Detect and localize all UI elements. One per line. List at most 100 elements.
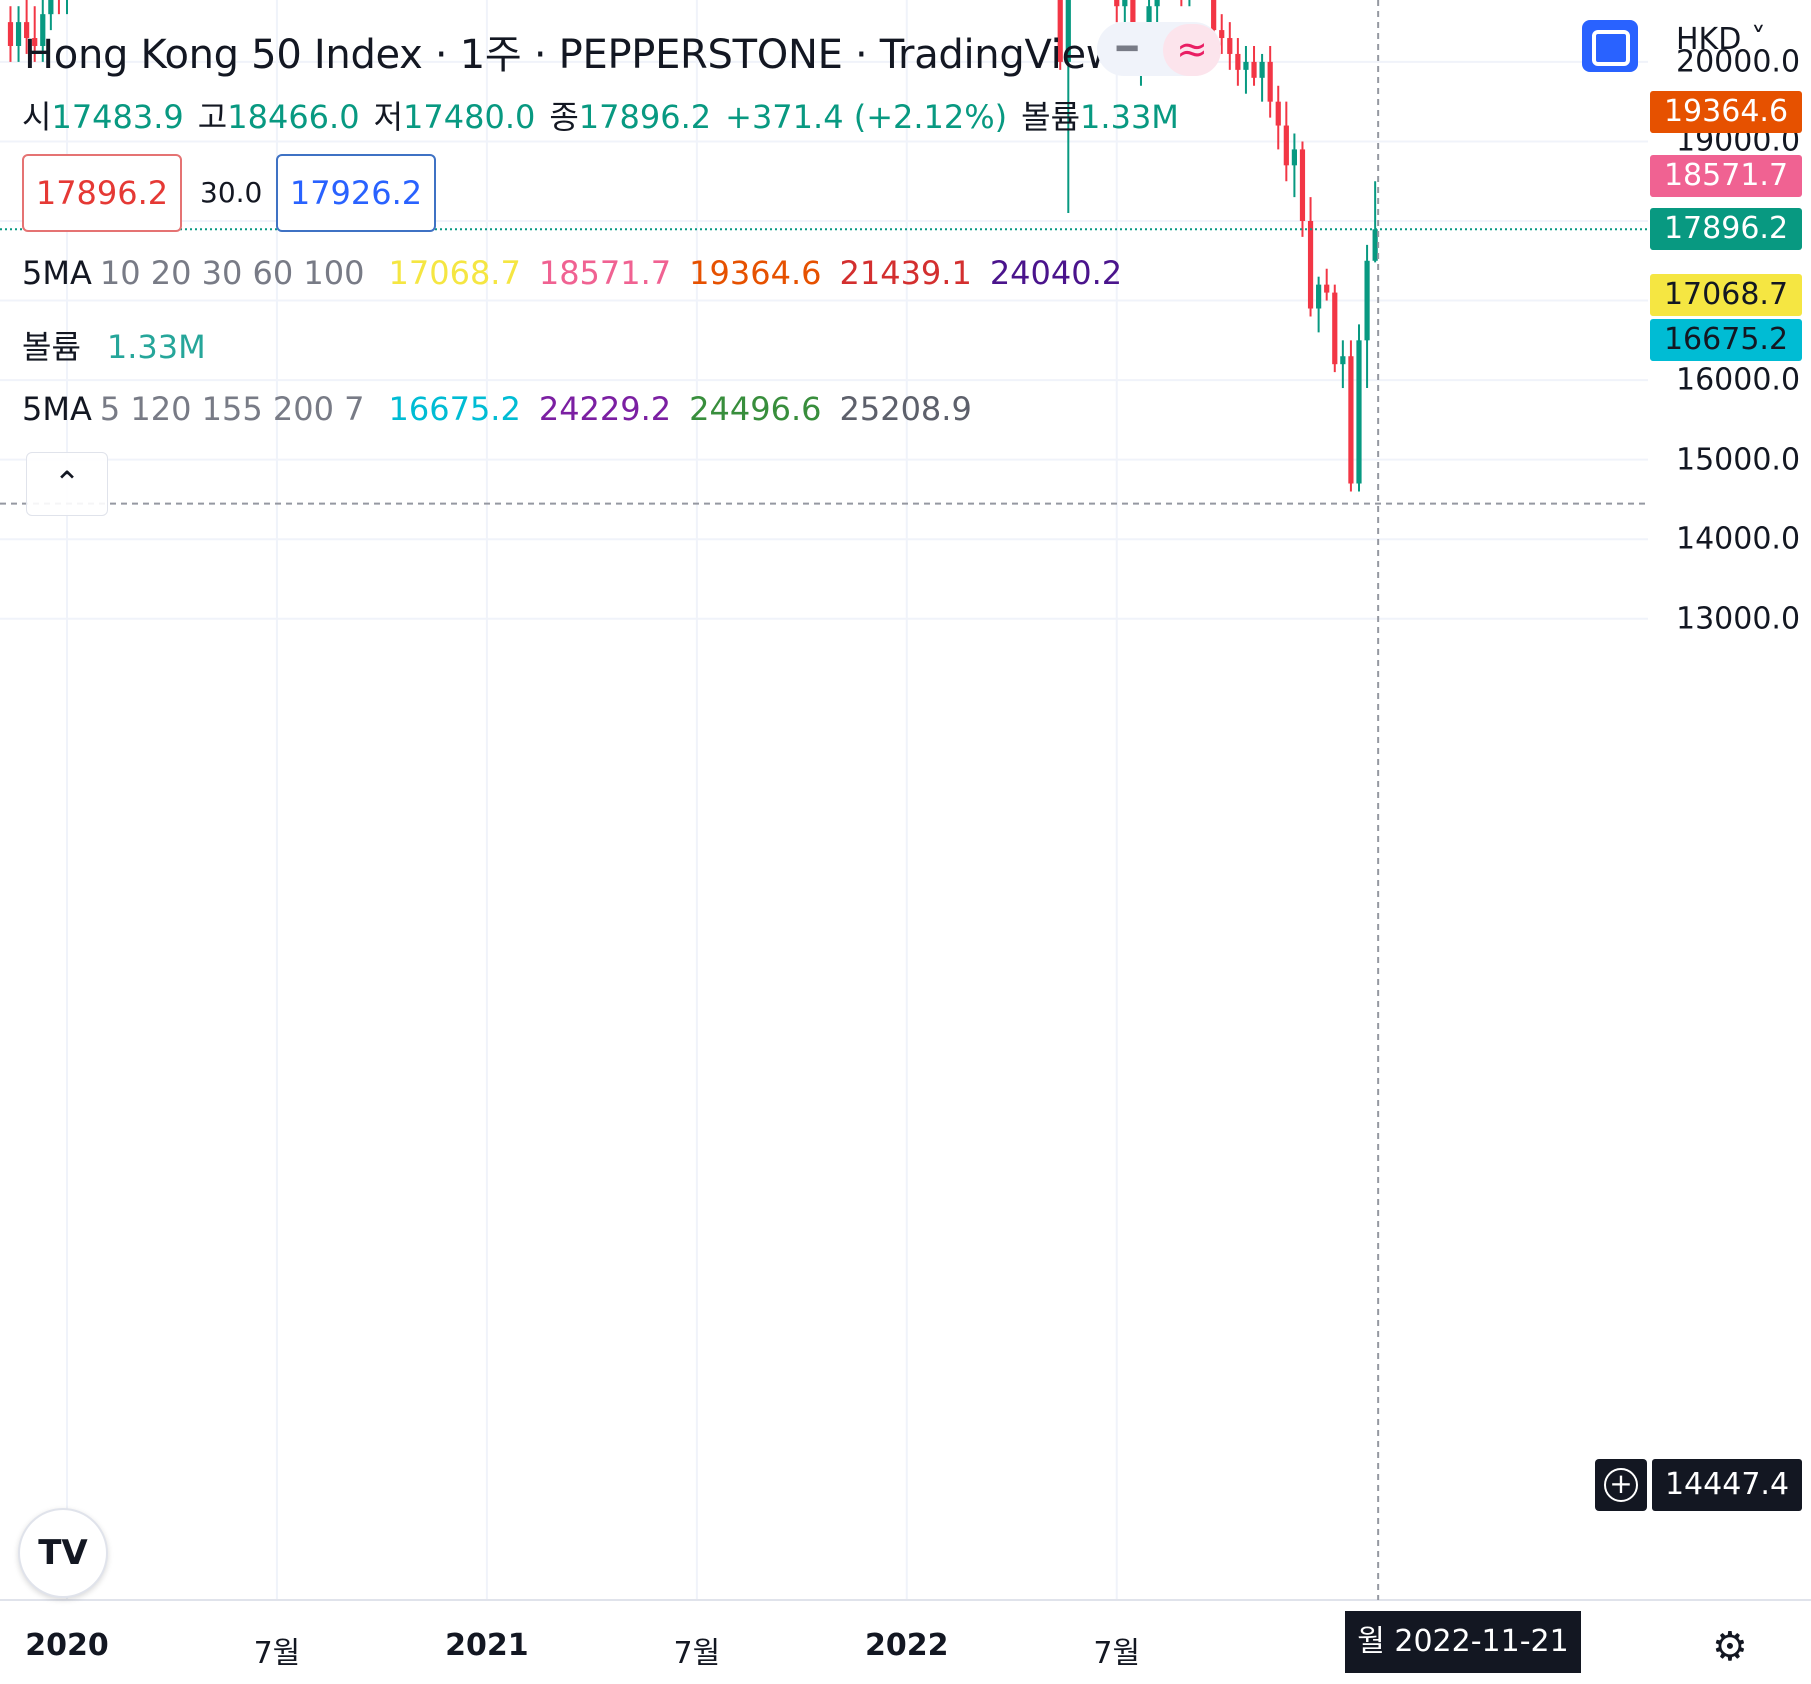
ohlc-value: 17483.9	[51, 98, 184, 136]
indicator-name: 볼륨	[22, 328, 81, 366]
ohlc-value: +371.4 (+2.12%)	[725, 98, 1008, 136]
ohlc-key: 종	[549, 98, 579, 136]
indicator-value: 25208.9	[839, 390, 972, 428]
currency-select[interactable]: HKD ˅	[1676, 22, 1766, 57]
ohlc-value: 18466.0	[227, 98, 360, 136]
candle-body	[1332, 292, 1338, 365]
price-tick-label: 20000.0	[1676, 44, 1801, 80]
indicator-value: 21439.1	[839, 254, 972, 292]
indicator-value: 18571.7	[538, 254, 672, 292]
indicator-values: 1.33M	[107, 328, 206, 366]
candle-body	[1356, 340, 1362, 484]
candle-body	[1324, 284, 1330, 293]
plus-icon: +	[1604, 1468, 1638, 1502]
candle-body	[1114, 0, 1120, 7]
price-tick-label: 14000.0	[1676, 521, 1801, 557]
indicator-value: 1.33M	[106, 328, 206, 366]
indicator-value: 24229.2	[538, 390, 672, 428]
chevron-up-icon: ⌃	[53, 464, 81, 502]
buy-button[interactable]: 17926.2	[276, 154, 436, 232]
price-tick-label: 13000.0	[1676, 601, 1801, 637]
indicator-row[interactable]: 5MA 10 20 30 60 100 17068.7 18571.7 19364.6 2…	[22, 254, 1122, 292]
indicator-name: 5MA	[22, 390, 92, 428]
candle-body	[1122, 0, 1128, 7]
candle-body	[24, 22, 30, 39]
add-alert-button[interactable]: +	[1595, 1459, 1647, 1511]
candle-body	[1227, 38, 1233, 54]
fullscreen-icon[interactable]	[1582, 20, 1638, 72]
indicator-params: 10 20 30 60 100	[99, 254, 365, 292]
indicator-value: 24496.6	[689, 390, 822, 428]
indicator-value: 24040.2	[989, 254, 1123, 292]
gear-icon[interactable]: ⚙	[1712, 1624, 1748, 1670]
price-tick-label: 15000.0	[1676, 442, 1801, 478]
indicator-values: 17068.7 18571.7 19364.6 21439.1 24040.2	[389, 254, 1123, 292]
ohlc-key: 저	[373, 98, 404, 136]
candle-body	[1243, 61, 1249, 70]
chart-title: Hong Kong 50 Index · 1주 · PEPPERSTONE · …	[24, 32, 1119, 78]
title-toggle[interactable]: ━ ≈	[1097, 22, 1221, 76]
ohlc-legend: 시17483.9 고18466.0 저17480.0 종17896.2 +371.4 (…	[22, 92, 1193, 138]
indicator-value: 16675.2	[388, 390, 521, 428]
crosshair-date-label: 월 2022-11-21	[1345, 1611, 1581, 1673]
indicator-name: 5MA	[22, 254, 92, 292]
candle-body	[1275, 101, 1281, 126]
indicator-values: 16675.2 24229.2 24496.6 25208.9	[389, 390, 972, 428]
candle-body	[1251, 61, 1257, 78]
time-tick-label: 7월	[1093, 1636, 1141, 1671]
sell-button[interactable]: 17896.2	[22, 154, 182, 232]
price-tick-label: 16000.0	[1676, 362, 1801, 398]
ohlc-value: 1.33M	[1080, 98, 1179, 136]
chevron-down-icon: ˅	[1750, 22, 1766, 57]
candle-body	[1154, 0, 1160, 7]
candle-body	[1219, 30, 1225, 39]
candle-body	[1340, 356, 1346, 365]
time-tick-label: 7월	[253, 1636, 301, 1671]
time-tick-label: 7월	[673, 1636, 721, 1671]
price-scale-label: 18571.7	[1650, 154, 1802, 197]
ohlc-key: 볼륨	[1021, 98, 1081, 136]
price-scale-label: 17896.2	[1650, 208, 1802, 251]
candle-body	[1299, 149, 1306, 221]
candle-body	[1316, 284, 1322, 309]
candle-body	[1235, 53, 1241, 70]
grid	[0, 0, 1811, 1601]
indicator-value: 17068.7	[388, 254, 521, 292]
price-scale-label: 19364.6	[1650, 91, 1802, 134]
price-scale-label: 17068.7	[1650, 274, 1802, 317]
indicator-value: 19364.6	[689, 254, 822, 292]
candle-body	[1364, 260, 1370, 341]
tradingview-logo[interactable]: TV	[18, 1508, 108, 1598]
candle-body	[1372, 229, 1378, 261]
candle-body	[1348, 356, 1354, 484]
candlestick-series	[7, 0, 1378, 492]
candle-body	[1283, 125, 1289, 166]
candle-body	[15, 22, 22, 46]
time-tick-label: 2020	[25, 1628, 109, 1663]
candle-body	[7, 22, 14, 46]
candle-body	[32, 38, 38, 46]
candle-body	[48, 0, 54, 15]
spread-value: 30.0	[200, 176, 263, 209]
ohlc-key: 고	[197, 98, 228, 136]
collapse-legend-button[interactable]: ⌃	[26, 452, 108, 516]
candle-body	[40, 14, 46, 46]
candle-body	[1065, 0, 1071, 62]
minus-icon[interactable]: ━	[1117, 29, 1138, 69]
indicator-row[interactable]: 5MA 5 120 155 200 7 16675.2 24229.2 24496.6 2…	[22, 390, 972, 428]
crosshair-price-label: 14447.4	[1652, 1459, 1802, 1511]
ohlc-value: 17480.0	[403, 98, 536, 136]
ohlc-value: 17896.2	[578, 98, 712, 136]
price-scale-label: 16675.2	[1650, 319, 1802, 362]
currency-label: HKD	[1676, 22, 1742, 57]
candle-body	[1291, 149, 1297, 166]
candle-body	[1259, 61, 1265, 78]
compare-wave-icon[interactable]: ≈	[1163, 24, 1221, 76]
candle-body	[1057, 0, 1063, 62]
candle-body	[1267, 61, 1273, 102]
indicator-params: 5 120 155 200 7	[99, 390, 365, 428]
time-tick-label: 2021	[445, 1628, 529, 1663]
indicator-row[interactable]: 볼륨 1.33M	[22, 322, 206, 368]
candle-body	[1211, 0, 1217, 31]
